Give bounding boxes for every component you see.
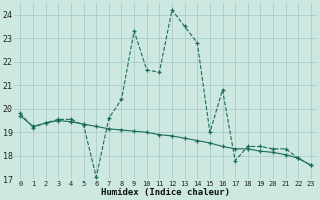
X-axis label: Humidex (Indice chaleur): Humidex (Indice chaleur)	[101, 188, 230, 197]
